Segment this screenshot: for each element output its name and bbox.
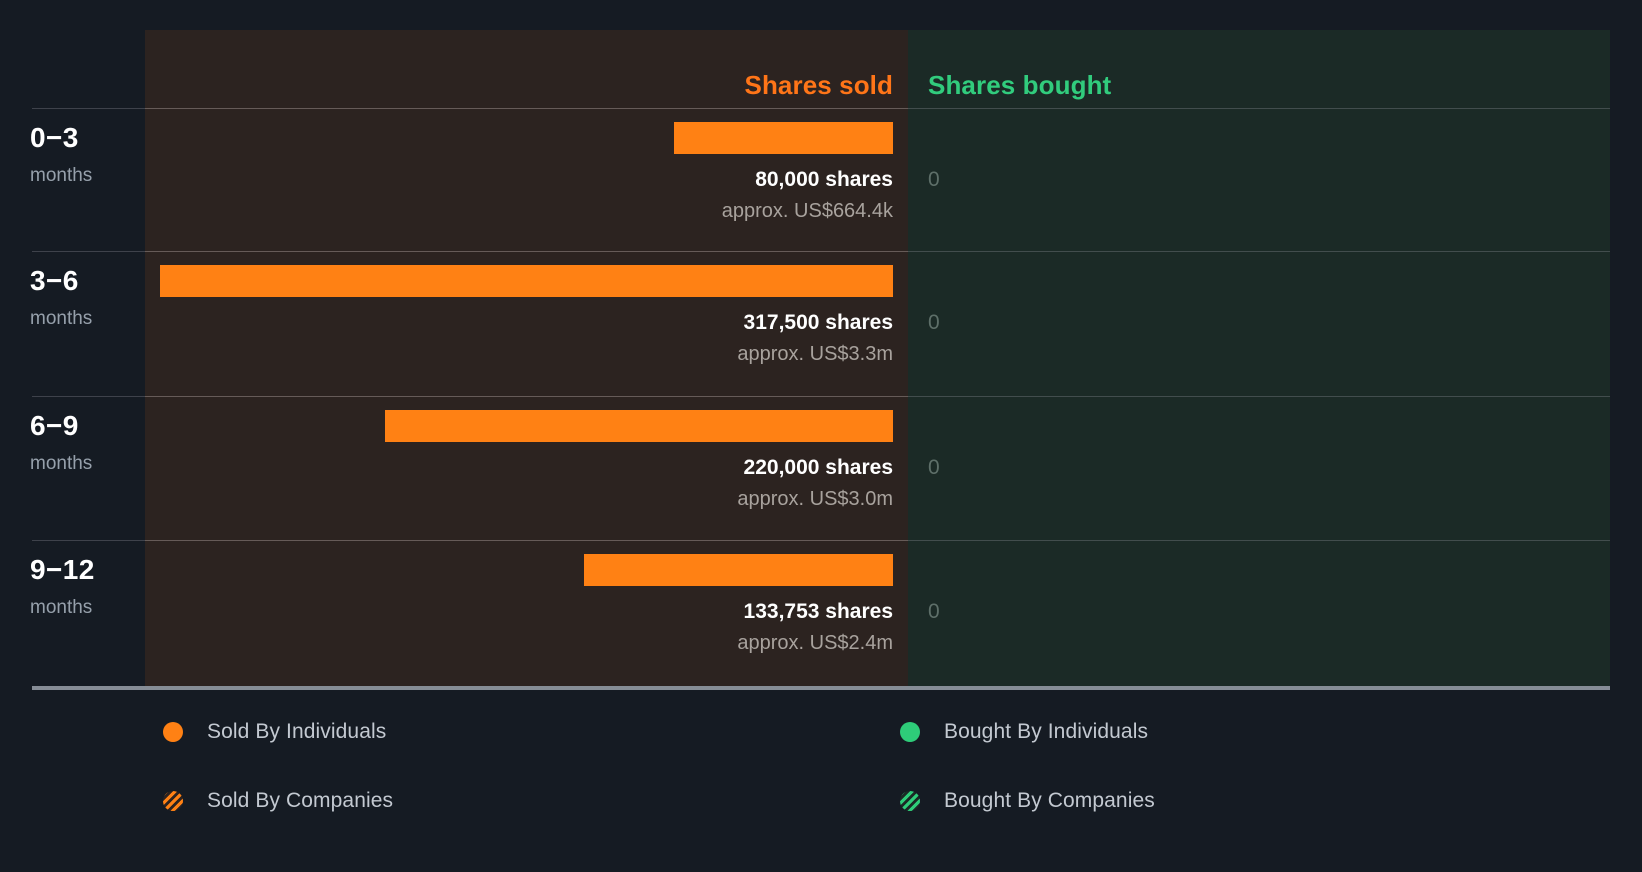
row-divider-sold — [145, 540, 908, 541]
legend-item-label: Sold By Companies — [207, 789, 394, 812]
circle-filled-orange-icon — [163, 722, 183, 742]
column-header-row: Shares sold Shares bought — [0, 30, 1642, 108]
row-range-label: 9−12 — [30, 554, 95, 585]
sold-approx-value: approx. US$3.0m — [737, 488, 893, 510]
row-divider — [32, 540, 1610, 541]
row-divider — [32, 396, 1610, 397]
row-range-label: 6−9 — [30, 410, 79, 441]
table-row: 0−3 months 80,000 shares approx. US$664.… — [0, 108, 1642, 246]
row-unit-label: months — [30, 308, 93, 329]
legend-item-bought-by-individuals[interactable]: Bought By Individuals — [900, 720, 1148, 744]
circle-hatched-green-icon — [900, 791, 920, 811]
row-divider — [32, 251, 1610, 252]
sold-shares-value: 220,000 shares — [743, 456, 893, 479]
bar-sold[interactable] — [385, 410, 893, 442]
row-divider-sold — [145, 396, 908, 397]
shares-bought-panel — [908, 30, 1610, 686]
legend-item-label: Bought By Individuals — [944, 720, 1149, 743]
row-range-label: 3−6 — [30, 265, 79, 296]
circle-hatched-orange-icon — [163, 791, 183, 811]
sold-approx-value: approx. US$664.4k — [721, 200, 893, 222]
table-row: 9−12 months 133,753 shares approx. US$2.… — [0, 540, 1642, 686]
legend-item-bought-by-companies[interactable]: Bought By Companies — [900, 789, 1155, 813]
row-label-3-6: 3−6 months — [30, 265, 140, 329]
bar-sold[interactable] — [160, 265, 893, 297]
chart-legend: Sold By Individuals Sold By Companies Bo… — [0, 700, 1642, 872]
table-row: 6−9 months 220,000 shares approx. US$3.0… — [0, 396, 1642, 534]
legend-item-label: Bought By Companies — [944, 789, 1155, 812]
axis-baseline — [32, 686, 1610, 690]
bought-shares-value: 0 — [928, 600, 940, 623]
sold-shares-value: 317,500 shares — [743, 311, 893, 334]
sold-approx-value: approx. US$2.4m — [737, 632, 893, 654]
row-range-label: 0−3 — [30, 122, 79, 153]
row-unit-label: months — [30, 165, 93, 186]
shares-sold-column-title: Shares sold — [744, 70, 893, 100]
sold-shares-value: 133,753 shares — [743, 600, 893, 623]
bought-shares-value: 0 — [928, 168, 940, 191]
row-divider-sold — [145, 251, 908, 252]
row-divider-sold — [145, 108, 908, 109]
legend-item-sold-by-individuals[interactable]: Sold By Individuals — [163, 720, 386, 744]
row-label-6-9: 6−9 months — [30, 410, 140, 474]
legend-item-label: Sold By Individuals — [207, 720, 387, 743]
row-label-9-12: 9−12 months — [30, 554, 140, 618]
bar-sold[interactable] — [674, 122, 893, 154]
bar-sold[interactable] — [584, 554, 893, 586]
row-unit-label: months — [30, 597, 93, 618]
sold-shares-value: 80,000 shares — [755, 168, 893, 191]
bought-shares-value: 0 — [928, 456, 940, 479]
shares-bought-column-title: Shares bought — [928, 70, 1112, 100]
circle-filled-green-icon — [900, 722, 920, 742]
row-label-0-3: 0−3 months — [30, 122, 140, 186]
legend-item-sold-by-companies[interactable]: Sold By Companies — [163, 789, 393, 813]
bought-shares-value: 0 — [928, 311, 940, 334]
table-row: 3−6 months 317,500 shares approx. US$3.3… — [0, 251, 1642, 389]
row-divider — [32, 108, 1610, 109]
sold-approx-value: approx. US$3.3m — [737, 343, 893, 365]
row-unit-label: months — [30, 453, 93, 474]
